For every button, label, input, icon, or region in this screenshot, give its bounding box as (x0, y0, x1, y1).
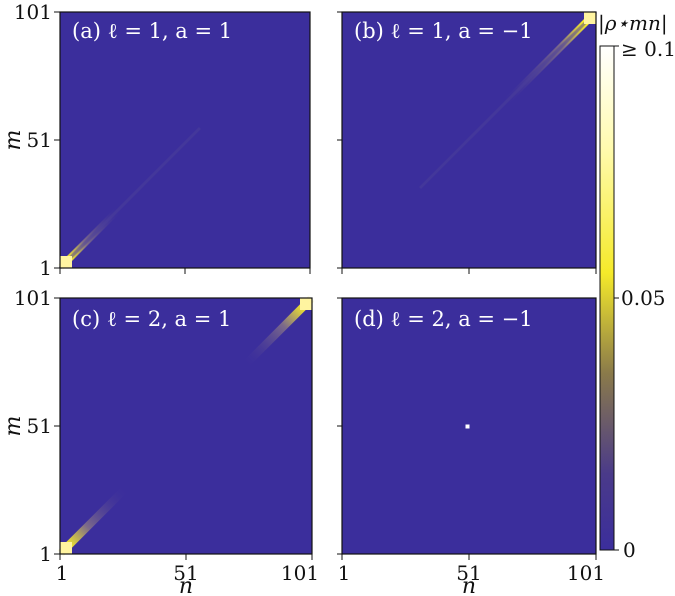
panel-c: (c) ℓ = 2, a = 1 (57, 295, 315, 557)
x-tick-right-101: 101 (567, 561, 605, 585)
x-ticks-top-panels (59, 268, 597, 274)
y-tick-top-101: 101 (14, 0, 52, 24)
y-tick-bottom-51: 51 (27, 414, 52, 438)
panel-a-label: (a) ℓ = 1, a = 1 (72, 19, 232, 43)
colorbar: |ρ⋆mn| ≥ 0.1 0.05 0 (598, 11, 675, 562)
panel-c-peak-high (300, 298, 312, 310)
y-tick-top-51: 51 (27, 128, 52, 152)
y-tick-bottom-101: 101 (14, 286, 52, 310)
panel-d-label: (d) ℓ = 2, a = −1 (354, 307, 533, 331)
y-tick-bottom-1: 1 (39, 542, 52, 566)
y-tick-top-1: 1 (39, 256, 52, 280)
y-axis-bottom: 101 51 1 m (1, 286, 60, 566)
colorbar-tick-mid: 0.05 (621, 286, 666, 310)
panel-b: (b) ℓ = 1, a = −1 (341, 9, 599, 269)
panel-d-peak (465, 424, 470, 429)
y-axis-label-top: m (1, 130, 26, 151)
x-tick-right-1: 1 (338, 561, 351, 585)
panel-b-diagonal-trace (418, 10, 598, 190)
x-axis-right: 1 51 101 n (338, 554, 605, 596)
x-axis-left: 1 51 101 n (56, 554, 319, 596)
colorbar-tick-max: ≥ 0.1 (621, 37, 675, 61)
x-axis-label-right: n (462, 574, 476, 596)
y-axis-label-bottom: m (1, 416, 26, 437)
y-ticks-right-panels (337, 11, 342, 555)
colorbar-title: |ρ⋆mn| (598, 11, 668, 36)
panel-c-label: (c) ℓ = 2, a = 1 (72, 307, 231, 331)
x-tick-right-51: 51 (456, 561, 481, 585)
x-axis-label-left: n (179, 574, 193, 596)
panel-b-peak (584, 12, 596, 24)
x-tick-left-51: 51 (173, 561, 198, 585)
panel-c-diagonal-band-high (197, 295, 315, 413)
colorbar-tick-min: 0 (623, 538, 636, 562)
panel-d: (d) ℓ = 2, a = −1 (341, 297, 597, 555)
panel-a-peak (60, 256, 72, 268)
x-tick-left-1: 1 (56, 561, 69, 585)
panel-b-label: (b) ℓ = 1, a = −1 (354, 19, 533, 43)
colorbar-gradient (600, 46, 614, 550)
panel-c-diagonal-band-low (57, 441, 173, 557)
panel-a: (a) ℓ = 1, a = 1 (57, 11, 311, 271)
x-tick-left-101: 101 (281, 561, 319, 585)
panel-c-peak-low (60, 542, 72, 554)
y-axis-top: 101 51 1 m (1, 0, 60, 280)
panel-a-diagonal-trace (58, 126, 202, 270)
